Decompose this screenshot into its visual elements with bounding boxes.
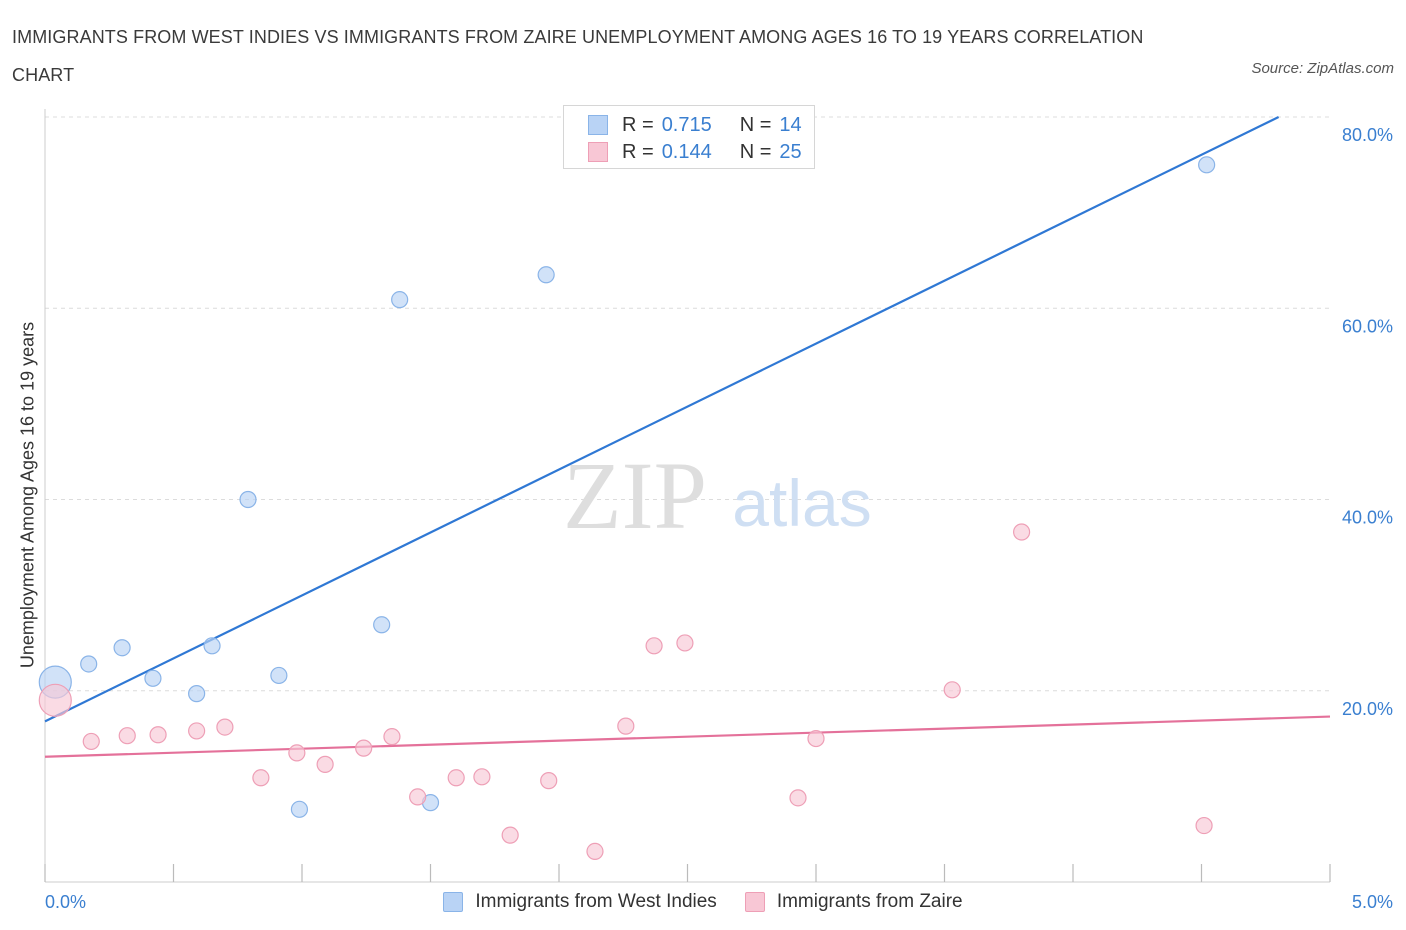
west-indies-point [203, 637, 221, 655]
y-axis-label: Unemployment Among Ages 16 to 19 years [17, 321, 38, 669]
zaire-point [188, 722, 206, 740]
series-legend: Immigrants from West Indies Immigrants f… [0, 888, 1406, 916]
n-value: 14 [779, 113, 802, 136]
west-indies-point [144, 669, 162, 687]
zaire-point [447, 769, 465, 787]
zaire-point [617, 717, 635, 735]
r-value: 0.715 [661, 113, 712, 136]
west-indies-point [373, 616, 391, 634]
west-indies-point [80, 655, 98, 673]
west-indies-legend-swatch [443, 892, 464, 912]
west-indies-point [239, 490, 257, 509]
zaire-point [1012, 523, 1031, 541]
west-indies-point [537, 266, 555, 284]
chart-title: IMMIGRANTS FROM WEST INDIES VS IMMIGRANT… [12, 27, 1144, 85]
tick-labels: 20.0% 40.0% 60.0% 80.0% 0.0% 5.0% [45, 125, 1393, 912]
zaire-point [38, 683, 72, 717]
zaire-point [149, 726, 167, 744]
y-tick-label: 20.0% [1342, 699, 1393, 719]
watermark-zip: ZIP [563, 442, 707, 549]
zaire-point [82, 732, 100, 751]
legend-label-west-indies: Immigrants from West Indies [475, 891, 717, 912]
zaire-point [645, 637, 663, 655]
west-indies-point [290, 800, 309, 818]
zaire-point [807, 729, 825, 748]
zaire-point [586, 842, 604, 861]
zaire-point [355, 739, 373, 757]
zaire-swatch [588, 142, 608, 162]
axes [44, 109, 1331, 883]
stats-legend-row-west-indies: R = 0.715 N = 14 [588, 112, 802, 138]
zaire-point [676, 634, 694, 652]
zaire-point [409, 788, 427, 806]
zaire-point [383, 728, 401, 746]
n-value: 25 [779, 140, 802, 163]
y-tick-label: 80.0% [1342, 125, 1393, 145]
west-indies-point [1198, 156, 1216, 174]
source-label: Source: ZipAtlas.com [1251, 60, 1394, 77]
west-indies-point [188, 685, 206, 703]
zaire-point [501, 826, 519, 844]
zaire-point [540, 772, 558, 790]
zaire-point [316, 755, 334, 773]
watermark: ZIP atlas [563, 442, 872, 549]
r-label: R = [622, 113, 654, 136]
gridlines [45, 116, 1330, 692]
zaire-legend-swatch [744, 892, 765, 912]
stats-legend: R = 0.715 N = 14 R = 0.144 N = 25 [563, 105, 815, 169]
trend-lines [44, 116, 1331, 758]
x-tick-label: 5.0% [1352, 892, 1393, 912]
zaire-point [288, 744, 306, 762]
west-indies-point [391, 291, 409, 309]
data-points [38, 156, 1216, 861]
west-indies-swatch [588, 115, 608, 135]
legend-label-zaire: Immigrants from Zaire [776, 891, 963, 912]
zaire-point [1195, 816, 1213, 835]
west-indies-trend-line [44, 116, 1280, 723]
stats-legend-row-zaire: R = 0.144 N = 25 [588, 139, 802, 165]
n-label: N = [739, 113, 772, 136]
n-label: N = [739, 140, 772, 163]
zaire-point [252, 769, 270, 787]
x-tick-label: 0.0% [45, 892, 86, 912]
zaire-point [789, 789, 807, 807]
y-tick-label: 40.0% [1342, 508, 1393, 528]
y-tick-label: 60.0% [1342, 316, 1393, 336]
zaire-point [118, 727, 136, 745]
zaire-point [473, 768, 491, 786]
zaire-trend-line [44, 715, 1331, 758]
west-indies-point [270, 666, 288, 685]
watermark-atlas: atlas [732, 466, 871, 540]
r-label: R = [622, 140, 654, 163]
legend-item-zaire[interactable]: Immigrants from Zaire [744, 891, 963, 913]
zaire-point [943, 681, 961, 699]
zaire-point [216, 718, 234, 736]
legend-item-west-indies[interactable]: Immigrants from West Indies [443, 891, 717, 913]
west-indies-point [113, 639, 131, 657]
r-value: 0.144 [661, 140, 712, 163]
